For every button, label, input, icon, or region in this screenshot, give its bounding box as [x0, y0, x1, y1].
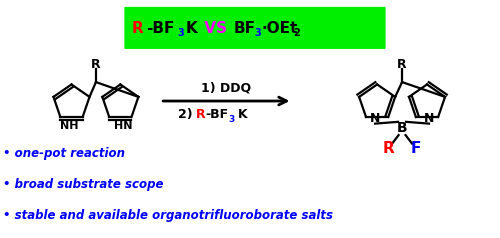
Text: R: R: [91, 58, 101, 71]
Text: NH: NH: [60, 120, 78, 130]
Text: F: F: [411, 141, 421, 156]
Text: R: R: [382, 141, 394, 156]
Text: BF: BF: [234, 21, 256, 36]
Text: • broad substrate scope: • broad substrate scope: [3, 178, 164, 191]
Text: • stable and available organotrifluoroborate salts: • stable and available organotrifluorobo…: [3, 209, 333, 222]
Text: N: N: [424, 112, 434, 125]
Text: K: K: [238, 108, 247, 121]
Text: 3: 3: [254, 28, 260, 38]
Text: -BF: -BF: [205, 108, 228, 121]
Text: VS: VS: [199, 21, 232, 36]
Text: 3: 3: [177, 28, 184, 38]
Text: ·OEt: ·OEt: [262, 21, 298, 36]
Text: 2: 2: [293, 28, 300, 38]
FancyBboxPatch shape: [124, 7, 386, 49]
Text: 1) DDQ: 1) DDQ: [201, 82, 251, 95]
Text: 2): 2): [178, 108, 197, 121]
Text: R: R: [196, 108, 206, 121]
Text: • one-pot reaction: • one-pot reaction: [3, 147, 125, 159]
Text: R: R: [398, 58, 407, 71]
Text: HN: HN: [114, 120, 132, 130]
Text: K: K: [185, 21, 197, 36]
Text: B: B: [397, 121, 407, 135]
Text: N: N: [370, 112, 380, 125]
Text: R: R: [132, 21, 143, 36]
Text: 3: 3: [228, 115, 235, 124]
Text: -BF: -BF: [146, 21, 174, 36]
